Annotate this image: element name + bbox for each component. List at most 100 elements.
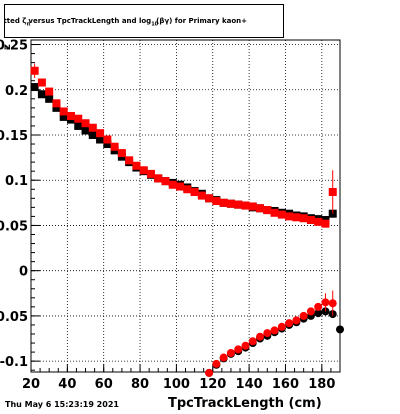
- data-point-circle: [277, 322, 286, 331]
- data-point-square: [132, 161, 141, 170]
- data-point-square: [314, 217, 323, 226]
- y-tick-label: 0: [19, 265, 28, 280]
- x-tick-label: 180: [308, 377, 335, 392]
- data-point-circle: [219, 353, 228, 362]
- data-point-square: [45, 94, 54, 103]
- data-point-square: [139, 166, 148, 175]
- data-point-circle: [328, 299, 337, 308]
- data-point-square: [292, 213, 301, 222]
- x-tick-label: 60: [95, 377, 113, 392]
- data-point-circle: [314, 302, 323, 311]
- data-point-circle: [226, 349, 235, 358]
- data-point-square: [81, 126, 90, 135]
- x-tick-label: 100: [163, 377, 190, 392]
- data-point-square: [74, 121, 83, 130]
- y-axis-label: z: [2, 44, 13, 50]
- data-point-square: [328, 187, 337, 196]
- data-point-square: [212, 197, 221, 206]
- y-tick-label: 0.1: [5, 174, 28, 189]
- x-tick-label: 120: [199, 377, 226, 392]
- y-tick-label: 0.05: [0, 219, 28, 234]
- x-tick-label: 40: [58, 377, 76, 392]
- data-point-square: [66, 111, 75, 120]
- data-point-square: [190, 187, 199, 196]
- y-tick-label: -0.1: [0, 355, 28, 370]
- data-point-square: [306, 216, 315, 225]
- data-point-square: [205, 194, 214, 203]
- data-point-square: [103, 140, 112, 149]
- data-point-square: [299, 214, 308, 223]
- data-point-circle: [285, 319, 294, 328]
- data-point-square: [96, 129, 105, 138]
- data-point-square: [234, 200, 243, 209]
- data-point-square: [277, 210, 286, 219]
- data-point-square: [263, 206, 272, 215]
- grid-lines: [30, 40, 340, 372]
- data-point-square: [45, 87, 54, 96]
- data-point-square: [59, 107, 68, 116]
- x-tick-label: 20: [22, 377, 40, 392]
- x-axis-label: TpcTrackLength (cm): [168, 396, 322, 411]
- data-point-circle: [306, 307, 315, 316]
- data-point-square: [103, 135, 112, 144]
- x-tick-label: 160: [272, 377, 299, 392]
- data-point-circle: [336, 325, 344, 334]
- data-point-circle: [263, 329, 272, 338]
- data-point-circle: [292, 316, 301, 325]
- data-point-circle: [299, 311, 308, 320]
- timestamp: Thu May 6 15:23:19 2021: [5, 400, 119, 409]
- data-point-square: [256, 204, 265, 213]
- title-text-start: itted ζ: [5, 17, 27, 25]
- data-point-square: [197, 191, 206, 200]
- data-point-square: [176, 182, 185, 191]
- data-point-square: [226, 199, 235, 208]
- data-point-square: [117, 149, 126, 158]
- data-point-square: [96, 135, 105, 144]
- data-point-square: [146, 169, 155, 178]
- data-point-square: [248, 202, 257, 211]
- data-point-square: [30, 66, 39, 75]
- data-point-circle: [270, 326, 279, 335]
- data-marks: [30, 63, 344, 377]
- data-point-square: [241, 201, 250, 210]
- y-tick-label: 0.25: [0, 39, 28, 54]
- data-point-square: [321, 219, 330, 228]
- data-point-square: [52, 103, 61, 112]
- title-text-end: (βγ) for Primary kaon+: [156, 17, 248, 25]
- data-point-square: [88, 123, 97, 132]
- x-tick-label: 140: [236, 377, 263, 392]
- data-point-square: [30, 83, 39, 92]
- data-point-square: [154, 174, 163, 183]
- data-point-square: [37, 90, 46, 99]
- x-tick-label: 80: [131, 377, 149, 392]
- chart-title: itted ζπ versus TpcTrackLength and log10…: [4, 4, 284, 38]
- data-point-circle: [234, 345, 243, 354]
- data-point-square: [37, 78, 46, 87]
- data-point-circle: [314, 309, 323, 318]
- data-point-square: [285, 212, 294, 221]
- data-point-square: [183, 185, 192, 194]
- data-point-square: [219, 198, 228, 207]
- data-point-square: [88, 130, 97, 139]
- data-point-square: [168, 180, 177, 189]
- data-point-square: [110, 142, 119, 151]
- data-point-square: [81, 119, 90, 128]
- data-point-square: [125, 156, 134, 165]
- y-tick-label: 0.2: [5, 84, 28, 99]
- data-point-square: [52, 99, 61, 108]
- data-point-circle: [321, 298, 330, 307]
- data-point-square: [270, 208, 279, 217]
- y-tick-label: -0.05: [0, 310, 28, 325]
- data-point-circle: [205, 368, 214, 377]
- data-point-square: [161, 177, 170, 186]
- data-point-circle: [212, 359, 221, 368]
- data-point-circle: [241, 341, 250, 350]
- axis-ticks: 20 40 60 80 100 120 140 160 180 -0.1 -0.05 0 0.05 0.1…: [0, 39, 341, 392]
- data-point-square: [74, 114, 83, 123]
- title-text-middle: versus TpcTrackLength and log: [28, 17, 152, 25]
- data-point-circle: [248, 337, 257, 346]
- data-point-circle: [256, 332, 265, 341]
- data-point-square: [59, 112, 68, 121]
- y-tick-label: 0.15: [0, 129, 28, 144]
